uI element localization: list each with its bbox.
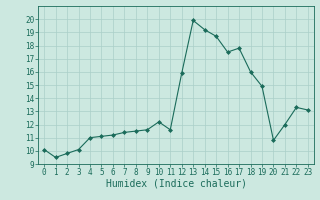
X-axis label: Humidex (Indice chaleur): Humidex (Indice chaleur) — [106, 179, 246, 189]
